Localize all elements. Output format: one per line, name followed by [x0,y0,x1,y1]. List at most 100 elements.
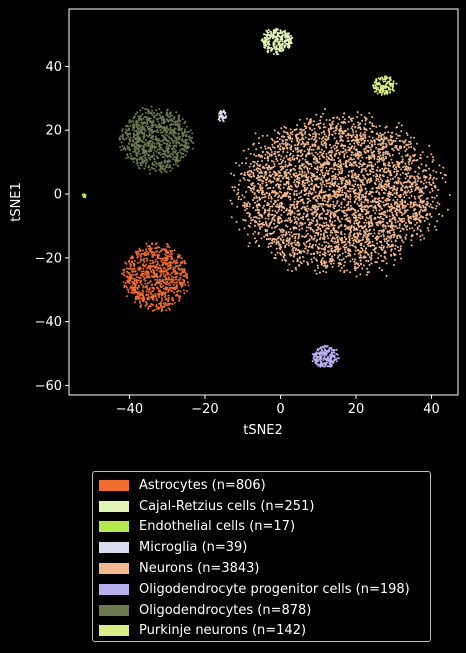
scatter-point [379,173,381,176]
scatter-point [435,177,438,180]
scatter-point [394,258,396,261]
scatter-point [349,219,352,222]
scatter-point [381,180,384,182]
scatter-point [323,200,326,202]
scatter-point [337,173,340,176]
scatter-point [151,243,154,246]
scatter-point [339,136,342,139]
scatter-point [256,196,258,199]
scatter-point [269,30,272,33]
scatter-point [325,146,328,149]
scatter-point [287,186,290,189]
scatter-point [342,198,345,201]
scatter-point [336,200,339,203]
scatter-point [352,226,355,228]
scatter-point [328,161,331,164]
scatter-point [287,180,290,183]
scatter-point [281,259,284,262]
scatter-point [410,188,413,191]
scatter-point [327,136,330,139]
scatter-point [327,242,330,245]
scatter-point [171,280,174,283]
scatter-point [332,200,335,203]
scatter-point [319,196,322,199]
scatter-point [381,269,383,272]
scatter-point [134,301,137,304]
scatter-point [144,271,147,274]
scatter-point [250,219,253,222]
scatter-point [264,172,267,175]
scatter-point [319,166,321,169]
scatter-point [306,261,309,264]
scatter-point [178,299,181,302]
scatter-point [430,215,433,218]
scatter-point [318,137,321,140]
scatter-point [271,226,273,229]
scatter-point [337,247,340,249]
scatter-point [399,230,402,233]
scatter-point [360,242,363,245]
scatter-point [281,142,284,145]
scatter-point [358,226,360,228]
scatter-point [435,228,438,231]
scatter-point [165,286,168,289]
scatter-point [429,173,431,176]
scatter-point [293,233,295,236]
scatter-point [368,221,370,223]
scatter-point [380,137,383,140]
scatter-point [375,132,378,135]
scatter-point [243,206,246,208]
scatter-point [373,125,375,128]
scatter-point [337,262,340,265]
scatter-point [283,192,286,194]
scatter-point [257,224,260,227]
scatter-point [277,150,280,153]
scatter-point [333,229,336,232]
scatter-point [340,180,343,183]
scatter-point [418,216,421,219]
scatter-point [390,203,393,206]
scatter-point [304,136,307,139]
scatter-point [313,217,315,220]
scatter-point [416,228,419,231]
scatter-point [181,261,184,264]
scatter-point [236,205,239,208]
scatter-point [356,192,359,195]
scatter-point [406,191,409,194]
scatter-point [346,155,349,158]
scatter-point [319,233,322,236]
scatter-point [293,198,296,201]
scatter-point [311,152,313,155]
scatter-point [412,218,415,221]
scatter-point [406,209,409,211]
scatter-point [305,245,308,248]
scatter-point [381,146,384,149]
scatter-point [279,30,282,33]
scatter-point [399,139,402,142]
scatter-point [333,116,335,119]
scatter-point [329,205,332,208]
scatter-point [351,258,354,261]
scatter-point [373,139,376,142]
scatter-point [162,302,165,305]
scatter-point [161,307,164,310]
scatter-point [358,177,361,180]
scatter-point [356,241,358,244]
scatter-point [422,182,425,185]
scatter-point [174,286,177,289]
scatter-point [404,237,407,240]
scatter-point [362,236,365,239]
scatter-point [293,215,296,218]
scatter-point [371,124,374,127]
scatter-point [346,137,349,140]
scatter-point [345,218,348,221]
scatter-point [268,223,271,226]
scatter-point [312,197,315,199]
scatter-point [410,201,413,204]
scatter-point [367,150,370,152]
scatter-point [164,273,167,276]
scatter-point [328,134,331,137]
scatter-point [330,224,333,227]
scatter-point [327,246,330,249]
scatter-point [377,143,380,146]
